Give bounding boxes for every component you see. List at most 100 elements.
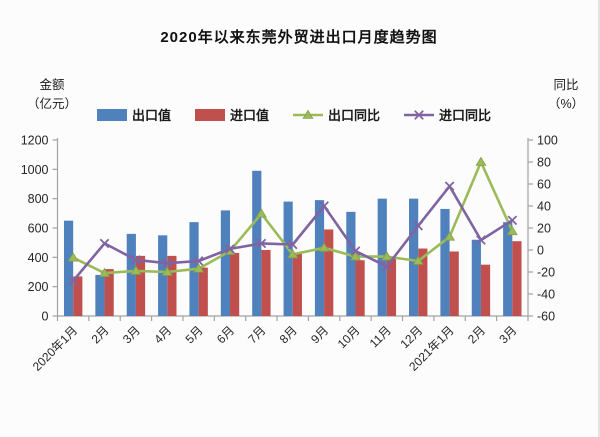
x-tick-label: 9月 (308, 323, 331, 346)
import-bars (73, 229, 522, 316)
bar (355, 260, 365, 316)
legend-label-import-yoy: 进口同比 (439, 108, 492, 123)
x-tick-label: 3月 (120, 323, 143, 346)
svg-text:-20: -20 (537, 266, 555, 280)
bar (480, 264, 491, 316)
svg-text:400: 400 (28, 251, 49, 265)
x-tick-label: 12月 (398, 323, 426, 351)
x-tick-label: 4月 (151, 323, 174, 346)
x-tick-label: 3月 (496, 323, 519, 346)
x-tick-label: 7月 (245, 323, 268, 346)
export-yoy-line (67, 156, 518, 277)
x-marker (131, 255, 141, 265)
x-marker (193, 256, 204, 266)
x-marker (256, 238, 267, 249)
bar (292, 252, 302, 316)
x-tick-label: 11月 (367, 323, 394, 350)
x-marker (68, 275, 79, 286)
x-marker (476, 235, 486, 245)
svg-text:60: 60 (537, 178, 551, 192)
import-yoy-line (68, 181, 518, 286)
x-marker (287, 239, 298, 250)
svg-text:40: 40 (537, 200, 551, 214)
x-marker (507, 215, 518, 226)
bar (324, 229, 334, 316)
bar (409, 198, 419, 316)
bar (104, 269, 114, 316)
bar (512, 241, 522, 316)
bar (198, 267, 208, 316)
bar (449, 251, 459, 316)
x-tick-label: 5月 (183, 323, 206, 346)
legend-item-export-value: 出口值 (96, 105, 171, 124)
x-marker (350, 246, 361, 256)
bar (167, 255, 177, 316)
x-tick-label: 8月 (277, 323, 300, 346)
right-axis-caption: 同比 （%） (536, 76, 596, 115)
bar (230, 252, 240, 316)
svg-text:1200: 1200 (21, 134, 49, 148)
svg-text:0: 0 (42, 310, 49, 324)
left-axis-caption-line2: （亿元） (26, 97, 77, 112)
chart-title: 2020年以来东莞外贸进出口月度趋势图 (160, 29, 438, 46)
x-tick-label: 6月 (214, 323, 237, 346)
import-yoy-line-swatch (404, 108, 435, 122)
x-tick-label: 2020年1月 (30, 323, 80, 373)
bar (440, 208, 450, 316)
svg-text:80: 80 (537, 156, 551, 170)
bar (346, 211, 356, 316)
export-yoy-line-swatch (293, 108, 323, 122)
x-marker (319, 201, 329, 211)
triangle-marker (412, 255, 424, 265)
export-bar-swatch (96, 108, 127, 121)
legend: 出口值 进口值 出口同比 进口同比 (60, 105, 528, 124)
right-axis: -60 -40 -20 0 20 40 60 80 100 (527, 134, 558, 324)
legend-item-export-yoy: 出口同比 (293, 105, 380, 124)
triangle-marker (506, 225, 518, 236)
bar (63, 220, 74, 316)
x-marker (162, 258, 173, 269)
left-axis: 0 200 400 600 800 1000 1200 (21, 134, 59, 324)
triangle-marker (193, 263, 205, 273)
triangle-marker (255, 208, 267, 218)
x-tick-label: 2月 (89, 323, 112, 346)
legend-item-import-yoy: 进口同比 (404, 105, 491, 124)
bar (220, 210, 231, 316)
legend-label-export-yoy: 出口同比 (328, 108, 381, 123)
svg-text:20: 20 (537, 222, 551, 236)
legend-label-export-value: 出口值 (131, 108, 171, 123)
x-marker (99, 238, 110, 249)
bar (503, 222, 513, 316)
bar (73, 276, 83, 316)
bar (386, 257, 397, 316)
left-axis-caption-line1: 金额 (39, 78, 65, 92)
x-marker (444, 181, 455, 192)
bar (261, 250, 271, 316)
triangle-marker (475, 156, 487, 166)
x-marker (382, 261, 392, 272)
triangle-marker (99, 267, 111, 277)
x-tick-label: 10月 (335, 323, 363, 351)
triangle-marker (161, 266, 173, 276)
import-bar-swatch (194, 108, 225, 121)
svg-text:100: 100 (537, 134, 558, 148)
bar (314, 200, 325, 316)
svg-text:200: 200 (28, 280, 49, 294)
triangle-marker (287, 249, 299, 259)
bar (283, 201, 293, 316)
svg-text:-40: -40 (537, 288, 555, 302)
left-axis-caption: 金额 （亿元） (12, 76, 92, 115)
legend-label-import-value: 进口值 (229, 108, 269, 123)
legend-item-import-value: 进口值 (194, 105, 269, 124)
triangle-marker (67, 252, 79, 262)
triangle-marker (444, 231, 456, 241)
triangle-marker (381, 251, 393, 261)
x-marker (225, 244, 235, 254)
bar (471, 239, 481, 316)
svg-text:1000: 1000 (21, 163, 49, 177)
bar (418, 248, 428, 316)
svg-text:0: 0 (537, 244, 544, 258)
right-axis-caption-line2: （%） (547, 97, 585, 112)
